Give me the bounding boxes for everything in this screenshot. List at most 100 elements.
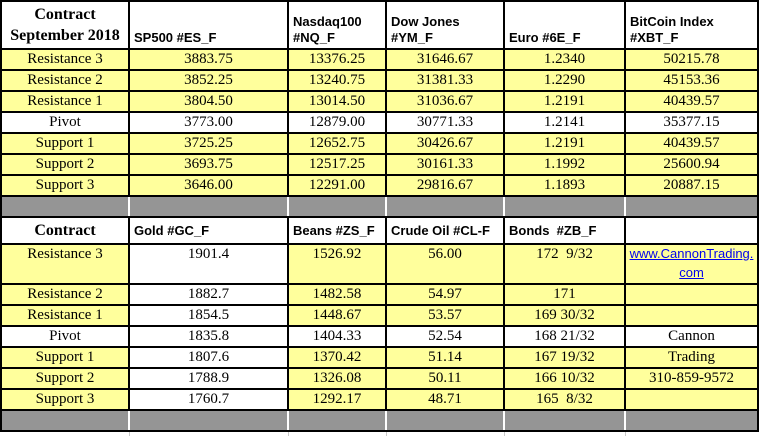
value-cell: 3852.25 bbox=[128, 69, 289, 92]
separator-cell bbox=[128, 195, 289, 218]
table2-row-resistance-2: Resistance 2 1882.7 1482.58 54.97 171 bbox=[0, 283, 759, 306]
value-cell: 1.2191 bbox=[503, 132, 626, 155]
separator-cell bbox=[624, 409, 759, 432]
value-cell: 1854.5 bbox=[128, 304, 289, 327]
value-cell: 30426.67 bbox=[385, 132, 505, 155]
value-cell: 53.57 bbox=[385, 304, 505, 327]
row-label-cell: Resistance 3 bbox=[0, 48, 130, 71]
separator-cell bbox=[503, 195, 626, 218]
table2-row-support-3: Support 3 1760.7 1292.17 48.71 165 8/32 bbox=[0, 388, 759, 411]
separator-cell bbox=[503, 409, 626, 432]
table2-title: Contract bbox=[0, 216, 130, 245]
col-header-gold: Gold #GC_F bbox=[128, 216, 289, 245]
row-label-cell: Support 1 bbox=[0, 346, 130, 369]
row-label-cell: Pivot bbox=[0, 111, 130, 134]
value-cell: 12291.00 bbox=[287, 174, 387, 197]
value-cell: 13240.75 bbox=[287, 69, 387, 92]
value-cell: 48.71 bbox=[385, 388, 505, 411]
value-cell: 12517.25 bbox=[287, 153, 387, 176]
table1-row-support-3: Support 3 3646.00 12291.00 29816.67 1.18… bbox=[0, 174, 759, 197]
table1-header-row: Contract September 2018 SP500 #ES_F Nasd… bbox=[0, 0, 759, 50]
table2-row-resistance-1: Resistance 1 1854.5 1448.67 53.57 169 30… bbox=[0, 304, 759, 327]
value-cell: 1.1992 bbox=[503, 153, 626, 176]
table1-row-resistance-1: Resistance 1 3804.50 13014.50 31036.67 1… bbox=[0, 90, 759, 113]
col-header-nasdaq100: Nasdaq100 #NQ_F bbox=[287, 0, 387, 50]
value-cell: 1526.92 bbox=[287, 243, 387, 285]
value-cell: 45153.36 bbox=[624, 69, 759, 92]
row-label-cell: Support 2 bbox=[0, 367, 130, 390]
separator-cell bbox=[624, 195, 759, 218]
value-cell: 13376.25 bbox=[287, 48, 387, 71]
value-cell: 40439.57 bbox=[624, 132, 759, 155]
gridline-stub-row bbox=[1, 431, 758, 436]
value-cell: 1835.8 bbox=[128, 325, 289, 348]
value-cell: 1.1893 bbox=[503, 174, 626, 197]
value-cell: 40439.57 bbox=[624, 90, 759, 113]
value-cell: 35377.15 bbox=[624, 111, 759, 134]
value-cell: 3883.75 bbox=[128, 48, 289, 71]
value-cell bbox=[624, 283, 759, 306]
company-name-cell: Trading bbox=[624, 346, 759, 369]
table2-header-row: Contract Gold #GC_F Beans #ZS_F Crude Oi… bbox=[0, 216, 759, 245]
value-cell: 31646.67 bbox=[385, 48, 505, 71]
value-cell: 3693.75 bbox=[128, 153, 289, 176]
col-header-beans: Beans #ZS_F bbox=[287, 216, 387, 245]
col-header-sp500: SP500 #ES_F bbox=[128, 0, 289, 50]
value-cell: 1.2191 bbox=[503, 90, 626, 113]
table1-row-resistance-2: Resistance 2 3852.25 13240.75 31381.33 1… bbox=[0, 69, 759, 92]
value-cell: 1.2141 bbox=[503, 111, 626, 134]
row-label-cell: Resistance 2 bbox=[0, 69, 130, 92]
cannontrading-link[interactable]: www.CannonTrading.com bbox=[629, 246, 754, 280]
value-cell: 1.2340 bbox=[503, 48, 626, 71]
table2-row-pivot: Pivot 1835.8 1404.33 52.54 168 21/32 Can… bbox=[0, 325, 759, 348]
col-header-crude-oil: Crude Oil #CL-F bbox=[385, 216, 505, 245]
value-cell: 56.00 bbox=[385, 243, 505, 285]
value-cell: 1901.4 bbox=[128, 243, 289, 285]
value-cell: 1807.6 bbox=[128, 346, 289, 369]
value-cell: 1448.67 bbox=[287, 304, 387, 327]
gridline-stub-cell bbox=[129, 431, 289, 436]
row-label-cell: Pivot bbox=[0, 325, 130, 348]
value-cell: 30161.33 bbox=[385, 153, 505, 176]
separator-cell bbox=[287, 195, 387, 218]
gridline-stub-cell bbox=[625, 431, 758, 436]
table2-row-support-2: Support 2 1788.9 1326.08 50.11 166 10/32… bbox=[0, 367, 759, 390]
row-label-cell: Support 3 bbox=[0, 174, 130, 197]
value-cell: 52.54 bbox=[385, 325, 505, 348]
col-header-dowjones: Dow Jones #YM_F bbox=[385, 0, 505, 50]
separator-cell bbox=[385, 195, 505, 218]
table2-row-resistance-3: Resistance 3 1901.4 1526.92 56.00 172 9/… bbox=[0, 243, 759, 285]
value-cell: 29816.67 bbox=[385, 174, 505, 197]
value-cell: 169 30/32 bbox=[503, 304, 626, 327]
row-label-cell: Resistance 1 bbox=[0, 304, 130, 327]
value-cell: 30771.33 bbox=[385, 111, 505, 134]
separator-cell bbox=[0, 409, 130, 432]
value-cell: 50.11 bbox=[385, 367, 505, 390]
value-cell: 167 19/32 bbox=[503, 346, 626, 369]
row-label-cell: Support 1 bbox=[0, 132, 130, 155]
table1-row-support-2: Support 2 3693.75 12517.25 30161.33 1.19… bbox=[0, 153, 759, 176]
row-label-cell: Support 3 bbox=[0, 388, 130, 411]
value-cell: 166 10/32 bbox=[503, 367, 626, 390]
gridline-stub-cell bbox=[386, 431, 505, 436]
col-header-blank bbox=[624, 216, 759, 245]
separator-cell bbox=[128, 409, 289, 432]
value-cell: 172 9/32 bbox=[503, 243, 626, 285]
value-cell: 12879.00 bbox=[287, 111, 387, 134]
value-cell: 54.97 bbox=[385, 283, 505, 306]
row-label-cell: Support 2 bbox=[0, 153, 130, 176]
separator-cell bbox=[0, 195, 130, 218]
value-cell bbox=[624, 388, 759, 411]
value-cell: 1882.7 bbox=[128, 283, 289, 306]
table1-title: Contract September 2018 bbox=[0, 0, 130, 50]
value-cell: 165 8/32 bbox=[503, 388, 626, 411]
separator-cell bbox=[385, 409, 505, 432]
value-cell: 12652.75 bbox=[287, 132, 387, 155]
gridline-stub-cell bbox=[1, 431, 130, 436]
phone-number-cell: 310-859-9572 bbox=[624, 367, 759, 390]
value-cell: 31036.67 bbox=[385, 90, 505, 113]
table1-row-resistance-3: Resistance 3 3883.75 13376.25 31646.67 1… bbox=[0, 48, 759, 71]
row-label-cell: Resistance 1 bbox=[0, 90, 130, 113]
row-label-cell: Resistance 3 bbox=[0, 243, 130, 285]
